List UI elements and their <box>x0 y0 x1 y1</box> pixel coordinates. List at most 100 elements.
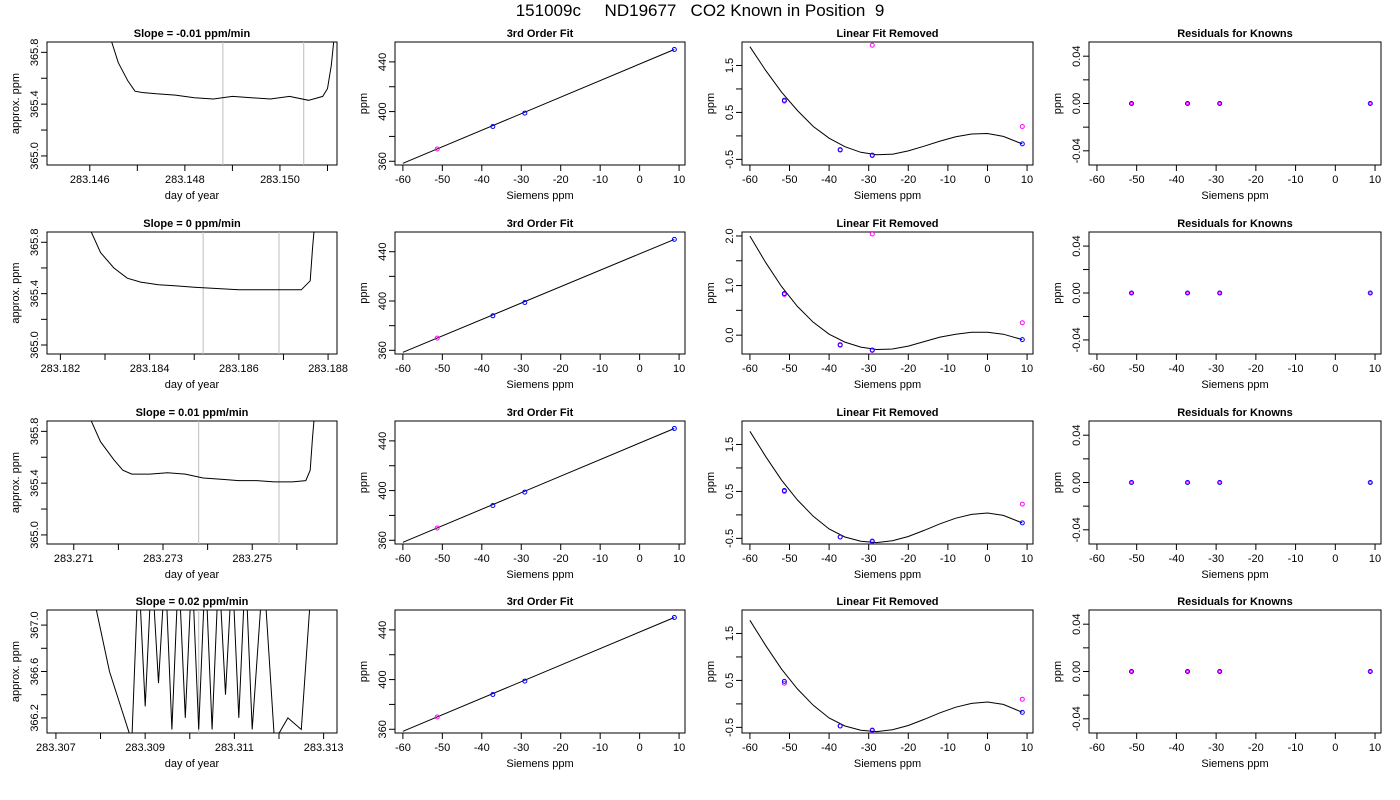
removed-point <box>1019 320 1025 326</box>
x-tick-label: -50 <box>782 553 798 565</box>
y-axis-label: ppm <box>358 661 370 682</box>
x-axis-label: Siemens ppm <box>1201 379 1268 391</box>
data-point <box>781 97 787 103</box>
data-layer <box>1129 290 1373 296</box>
data-point <box>837 147 843 153</box>
plot-box <box>46 420 338 545</box>
data-point <box>869 538 875 544</box>
x-tick-label: -40 <box>474 742 490 754</box>
x-tick-label: -60 <box>1089 363 1105 375</box>
data-point <box>869 347 875 353</box>
removed-point <box>1185 101 1190 106</box>
plot-box <box>741 231 1034 355</box>
x-tick-label: 0 <box>637 363 643 375</box>
y-tick-label: 365.0 <box>29 142 41 170</box>
x-axis-label: day of year <box>165 190 220 202</box>
y-tick-label: -0.04 <box>1071 706 1083 731</box>
data-layer <box>749 232 1025 354</box>
x-tick-label: 10 <box>1369 553 1381 565</box>
x-tick-label: -20 <box>1248 742 1264 754</box>
x-tick-label: -50 <box>1129 553 1145 565</box>
data-point <box>1129 101 1135 106</box>
y-tick-label: 0.00 <box>1071 93 1083 114</box>
removed-point <box>1185 480 1190 485</box>
data-point <box>671 46 677 52</box>
y-tick-label: 365.0 <box>29 331 41 359</box>
x-axis-label: Siemens ppm <box>854 569 921 581</box>
fit-curve <box>749 235 1023 351</box>
trace-line <box>90 232 315 291</box>
x-tick-label: 0 <box>1332 174 1338 186</box>
panel-r3-trace: Slope = 0.01 ppm/min 283.271 283.273 283.27… <box>10 407 338 581</box>
data-layer <box>402 236 677 353</box>
removed-point <box>869 232 875 237</box>
data-point <box>1185 101 1191 106</box>
data-point <box>1217 669 1223 674</box>
trace-line <box>111 42 335 101</box>
data-point <box>1129 290 1135 296</box>
x-tick-label: -40 <box>821 174 837 186</box>
panel-title: Slope = 0 ppm/min <box>143 218 241 230</box>
data-point <box>1217 290 1223 296</box>
x-tick-label: -60 <box>395 363 411 375</box>
x-tick-label: -40 <box>1168 553 1184 565</box>
x-tick-label: -10 <box>1288 742 1304 754</box>
data-layer <box>90 232 315 354</box>
panel-r4-trace: Slope = 0.02 ppm/min 283.307 283.309 283.31… <box>10 596 343 770</box>
panel-r3-resid: Residuals for Knowns -60 -50 -40 -30 -20 -10 0 1… <box>1052 407 1382 581</box>
x-tick-label: 10 <box>673 742 685 754</box>
x-tick-label: -50 <box>1129 742 1145 754</box>
x-tick-label: 0 <box>1332 742 1338 754</box>
panel-r4-resid: Residuals for Knowns -60 -50 -40 -30 -20 -10 0 1… <box>1052 596 1382 770</box>
x-tick-label: 10 <box>673 174 685 186</box>
y-tick-label: 0.5 <box>724 673 736 688</box>
y-axis-label: ppm <box>705 661 717 682</box>
panel-title: Residuals for Knowns <box>1177 218 1293 230</box>
y-tick-label: 0.00 <box>1071 661 1083 682</box>
x-tick-label: 0 <box>637 174 643 186</box>
y-tick-label: 1.5 <box>724 626 736 641</box>
removed-point <box>1368 291 1372 295</box>
x-tick-label: -10 <box>592 553 608 565</box>
panel-title: Slope = 0.01 ppm/min <box>136 407 249 419</box>
x-axis-label: Siemens ppm <box>1201 569 1268 581</box>
removed-point <box>869 42 875 48</box>
data-point <box>490 313 496 319</box>
y-tick-label: 440 <box>377 432 389 450</box>
y-axis-label: ppm <box>358 472 370 493</box>
plot-box <box>394 231 686 355</box>
x-axis-label: Siemens ppm <box>1201 758 1268 770</box>
x-tick-label: -60 <box>742 174 758 186</box>
x-tick-label: -30 <box>513 363 529 375</box>
fit-curve <box>402 49 675 164</box>
removed-point <box>1218 101 1222 106</box>
x-tick-label: -60 <box>395 742 411 754</box>
removed-point <box>1218 291 1222 295</box>
y-tick-label: 0.04 <box>1071 424 1083 445</box>
x-tick-label: -60 <box>1089 174 1105 186</box>
x-tick-label: -60 <box>395 174 411 186</box>
panel-r1-fit: 3rd Order Fit -60 -50 -40 -30 -20 -10 0 10 360 400… <box>358 28 686 202</box>
x-tick-label: 283.146 <box>70 174 110 186</box>
x-axis-label: Siemens ppm <box>506 190 573 202</box>
y-tick-label: 400 <box>377 292 389 310</box>
x-tick-label: -10 <box>592 363 608 375</box>
x-tick-label: -10 <box>1288 363 1304 375</box>
y-axis-label: ppm <box>705 282 717 303</box>
page-title: 151009c ND19677 CO2 Known in Position 9 <box>515 1 885 20</box>
x-tick-label: -60 <box>1089 742 1105 754</box>
data-layer <box>1129 480 1373 485</box>
x-tick-label: 283.184 <box>130 363 170 375</box>
removed-point <box>1368 101 1372 106</box>
x-tick-label: 10 <box>1369 174 1381 186</box>
data-point <box>490 691 496 697</box>
panel-r1-resid: Residuals for Knowns -60 -50 -40 -30 -20 -10 0 1… <box>1052 28 1382 202</box>
x-tick-label: 283.275 <box>232 553 272 565</box>
x-tick-label: -20 <box>900 742 916 754</box>
x-tick-label: -50 <box>1129 174 1145 186</box>
fit-curve <box>749 431 1023 544</box>
x-tick-label: -20 <box>1248 174 1264 186</box>
x-axis-label: Siemens ppm <box>506 758 573 770</box>
panel-r1-linear: Linear Fit Removed -60 -50 -40 -30 -20 -10 0 10 -… <box>705 28 1034 202</box>
x-axis-label: day of year <box>165 569 220 581</box>
